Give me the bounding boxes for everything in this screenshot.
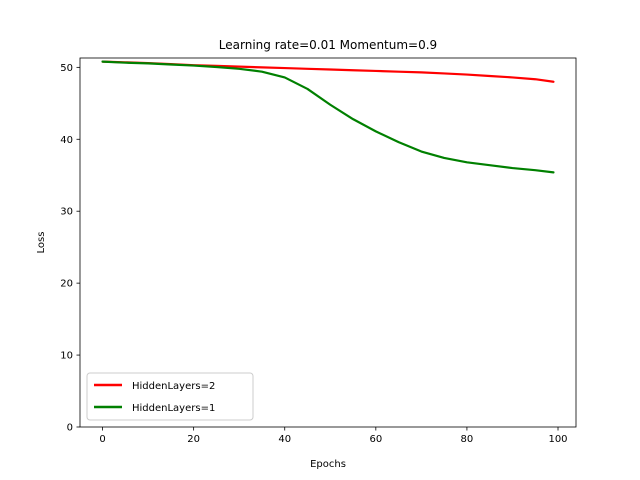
series-line-hiddenlayers-1 xyxy=(101,60,555,174)
y-tick-label: 10 xyxy=(60,351,73,362)
y-axis-label: Loss xyxy=(36,232,47,254)
x-tick-label: 80 xyxy=(461,434,474,445)
x-axis-label: Epochs xyxy=(310,459,346,470)
x-tick-label: 100 xyxy=(548,434,567,445)
chart-title: Learning rate=0.01 Momentum=0.9 xyxy=(219,38,437,52)
x-tick-label: 20 xyxy=(187,434,200,445)
y-tick-label: 0 xyxy=(67,423,73,434)
legend-label-hiddenlayers-2: HiddenLayers=2 xyxy=(132,381,215,392)
x-tick-label: 40 xyxy=(278,434,291,445)
y-tick-label: 20 xyxy=(60,279,73,290)
x-tick-label: 0 xyxy=(99,434,105,445)
series-lines xyxy=(101,60,555,174)
axis-ticks: 0 20 40 60 80 100 0 10 20 30 40 50 xyxy=(60,63,567,445)
legend-label-hiddenlayers-1: HiddenLayers=1 xyxy=(132,403,215,414)
x-tick-label: 60 xyxy=(369,434,382,445)
y-tick-label: 30 xyxy=(60,207,73,218)
y-tick-label: 50 xyxy=(60,63,73,74)
legend: HiddenLayers=2 HiddenLayers=1 xyxy=(86,372,254,421)
plot-frame xyxy=(79,57,577,428)
legend-box xyxy=(86,372,254,421)
y-tick-label: 40 xyxy=(60,135,73,146)
